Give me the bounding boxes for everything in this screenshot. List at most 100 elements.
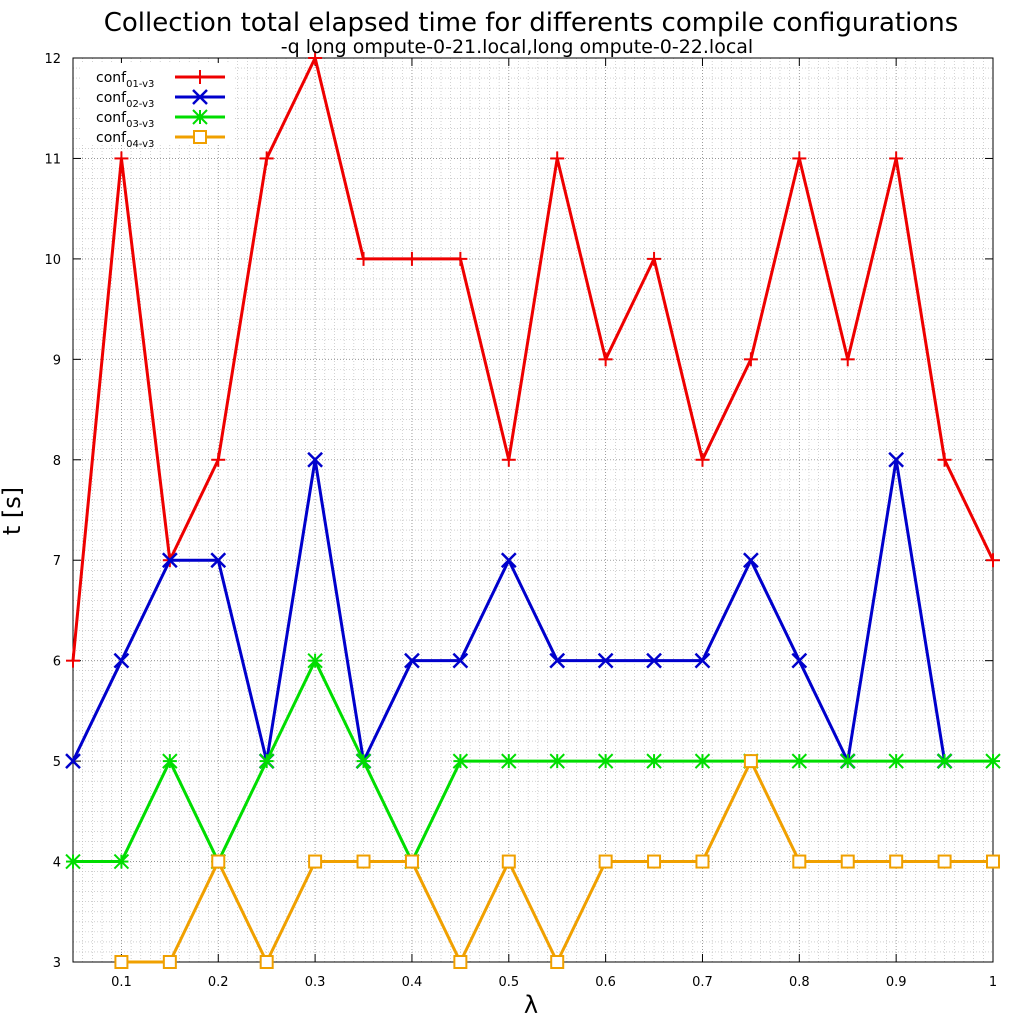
data-point (404, 251, 419, 266)
data-point (986, 854, 1000, 869)
data-point (501, 854, 516, 869)
data-point (695, 854, 710, 869)
data-point (743, 754, 758, 769)
series-04-v3 (114, 754, 1000, 969)
data-point (792, 854, 807, 869)
data-point (453, 955, 468, 969)
data-point (193, 70, 207, 84)
legend-label: conf03-v3 (96, 110, 154, 130)
series-group (65, 51, 1001, 969)
chart-subtitle: -q long ompute-0-21.local,long ompute-0-… (281, 36, 753, 58)
x-axis-label: λ (524, 991, 538, 1019)
data-point (889, 151, 904, 166)
data-point (936, 753, 953, 769)
data-point (113, 853, 130, 870)
data-point (937, 854, 952, 869)
y-tick-label: 7 (53, 554, 61, 569)
data-point (66, 653, 80, 668)
legend-label: conf01-v3 (96, 70, 154, 90)
data-point (404, 652, 420, 669)
data-point (452, 652, 469, 669)
series-line (73, 659, 993, 864)
data-point (259, 955, 274, 969)
data-point (985, 753, 1001, 769)
data-point (501, 753, 517, 769)
series-03-v3 (65, 652, 1001, 870)
x-tick-label: 0.3 (305, 975, 326, 990)
x-tick-label: 0.9 (886, 975, 907, 990)
data-point (550, 151, 565, 166)
data-point (162, 753, 178, 769)
x-tick-label: 0.8 (789, 975, 810, 990)
data-point (937, 452, 952, 467)
data-point (743, 552, 759, 569)
data-point (65, 853, 81, 870)
data-point (597, 753, 614, 769)
data-point (791, 753, 808, 769)
data-point (210, 552, 227, 569)
x-tick-label: 1 (989, 975, 997, 990)
y-tick-label: 9 (53, 353, 61, 368)
data-point (598, 352, 613, 367)
data-point (986, 553, 1000, 568)
data-point (597, 652, 614, 669)
y-tick-label: 10 (44, 253, 61, 268)
data-point (550, 955, 565, 969)
data-point (114, 151, 129, 166)
data-point (193, 130, 207, 144)
y-tick-label: 11 (44, 152, 61, 167)
data-point (840, 352, 855, 367)
data-point (888, 451, 905, 468)
y-tick-label: 12 (44, 52, 61, 67)
data-point (888, 753, 904, 769)
data-point (500, 552, 517, 569)
data-point (307, 652, 323, 669)
data-point (258, 753, 275, 769)
y-axis-label: t [s] (0, 487, 26, 535)
data-point (114, 955, 129, 969)
data-point (259, 151, 274, 166)
data-point (308, 854, 323, 869)
data-point (113, 652, 130, 669)
data-point (549, 652, 566, 669)
x-tick-label: 0.4 (402, 975, 423, 990)
axis-ticks: 0.1 0.2 0.3 0.4 0.5 0.6 0.7 0.8 0.9 1 3 4 5 6 7 8 9 10 11 1… (44, 52, 997, 990)
data-point (65, 753, 81, 769)
plot-frame (72, 57, 994, 963)
series-01-v3 (66, 51, 1000, 668)
legend-label: conf02-v3 (96, 90, 154, 110)
data-point (695, 452, 710, 467)
data-point (743, 352, 758, 367)
series-line (71, 56, 995, 661)
data-point (598, 854, 613, 869)
data-point (840, 753, 856, 769)
data-point (356, 854, 371, 869)
data-point (452, 753, 469, 769)
x-tick-label: 0.5 (498, 975, 519, 990)
data-point (211, 452, 226, 467)
x-tick-label: 0.2 (208, 975, 229, 990)
y-tick-label: 4 (53, 856, 61, 871)
data-point (356, 251, 371, 266)
x-tick-label: 0.6 (595, 975, 616, 990)
data-point (453, 251, 468, 266)
data-point (647, 854, 662, 869)
data-point (211, 854, 226, 869)
data-point (192, 89, 208, 105)
data-point (549, 753, 565, 769)
data-point (791, 652, 808, 669)
data-point (694, 652, 711, 669)
x-tick-label: 0.7 (692, 975, 713, 990)
y-tick-label: 6 (53, 655, 61, 670)
data-point (647, 251, 662, 266)
data-point (646, 753, 662, 769)
data-point (646, 652, 662, 669)
data-point (162, 955, 177, 969)
data-point (355, 753, 372, 769)
data-point (889, 854, 904, 869)
y-tick-label: 5 (53, 755, 61, 770)
data-point (501, 452, 516, 467)
